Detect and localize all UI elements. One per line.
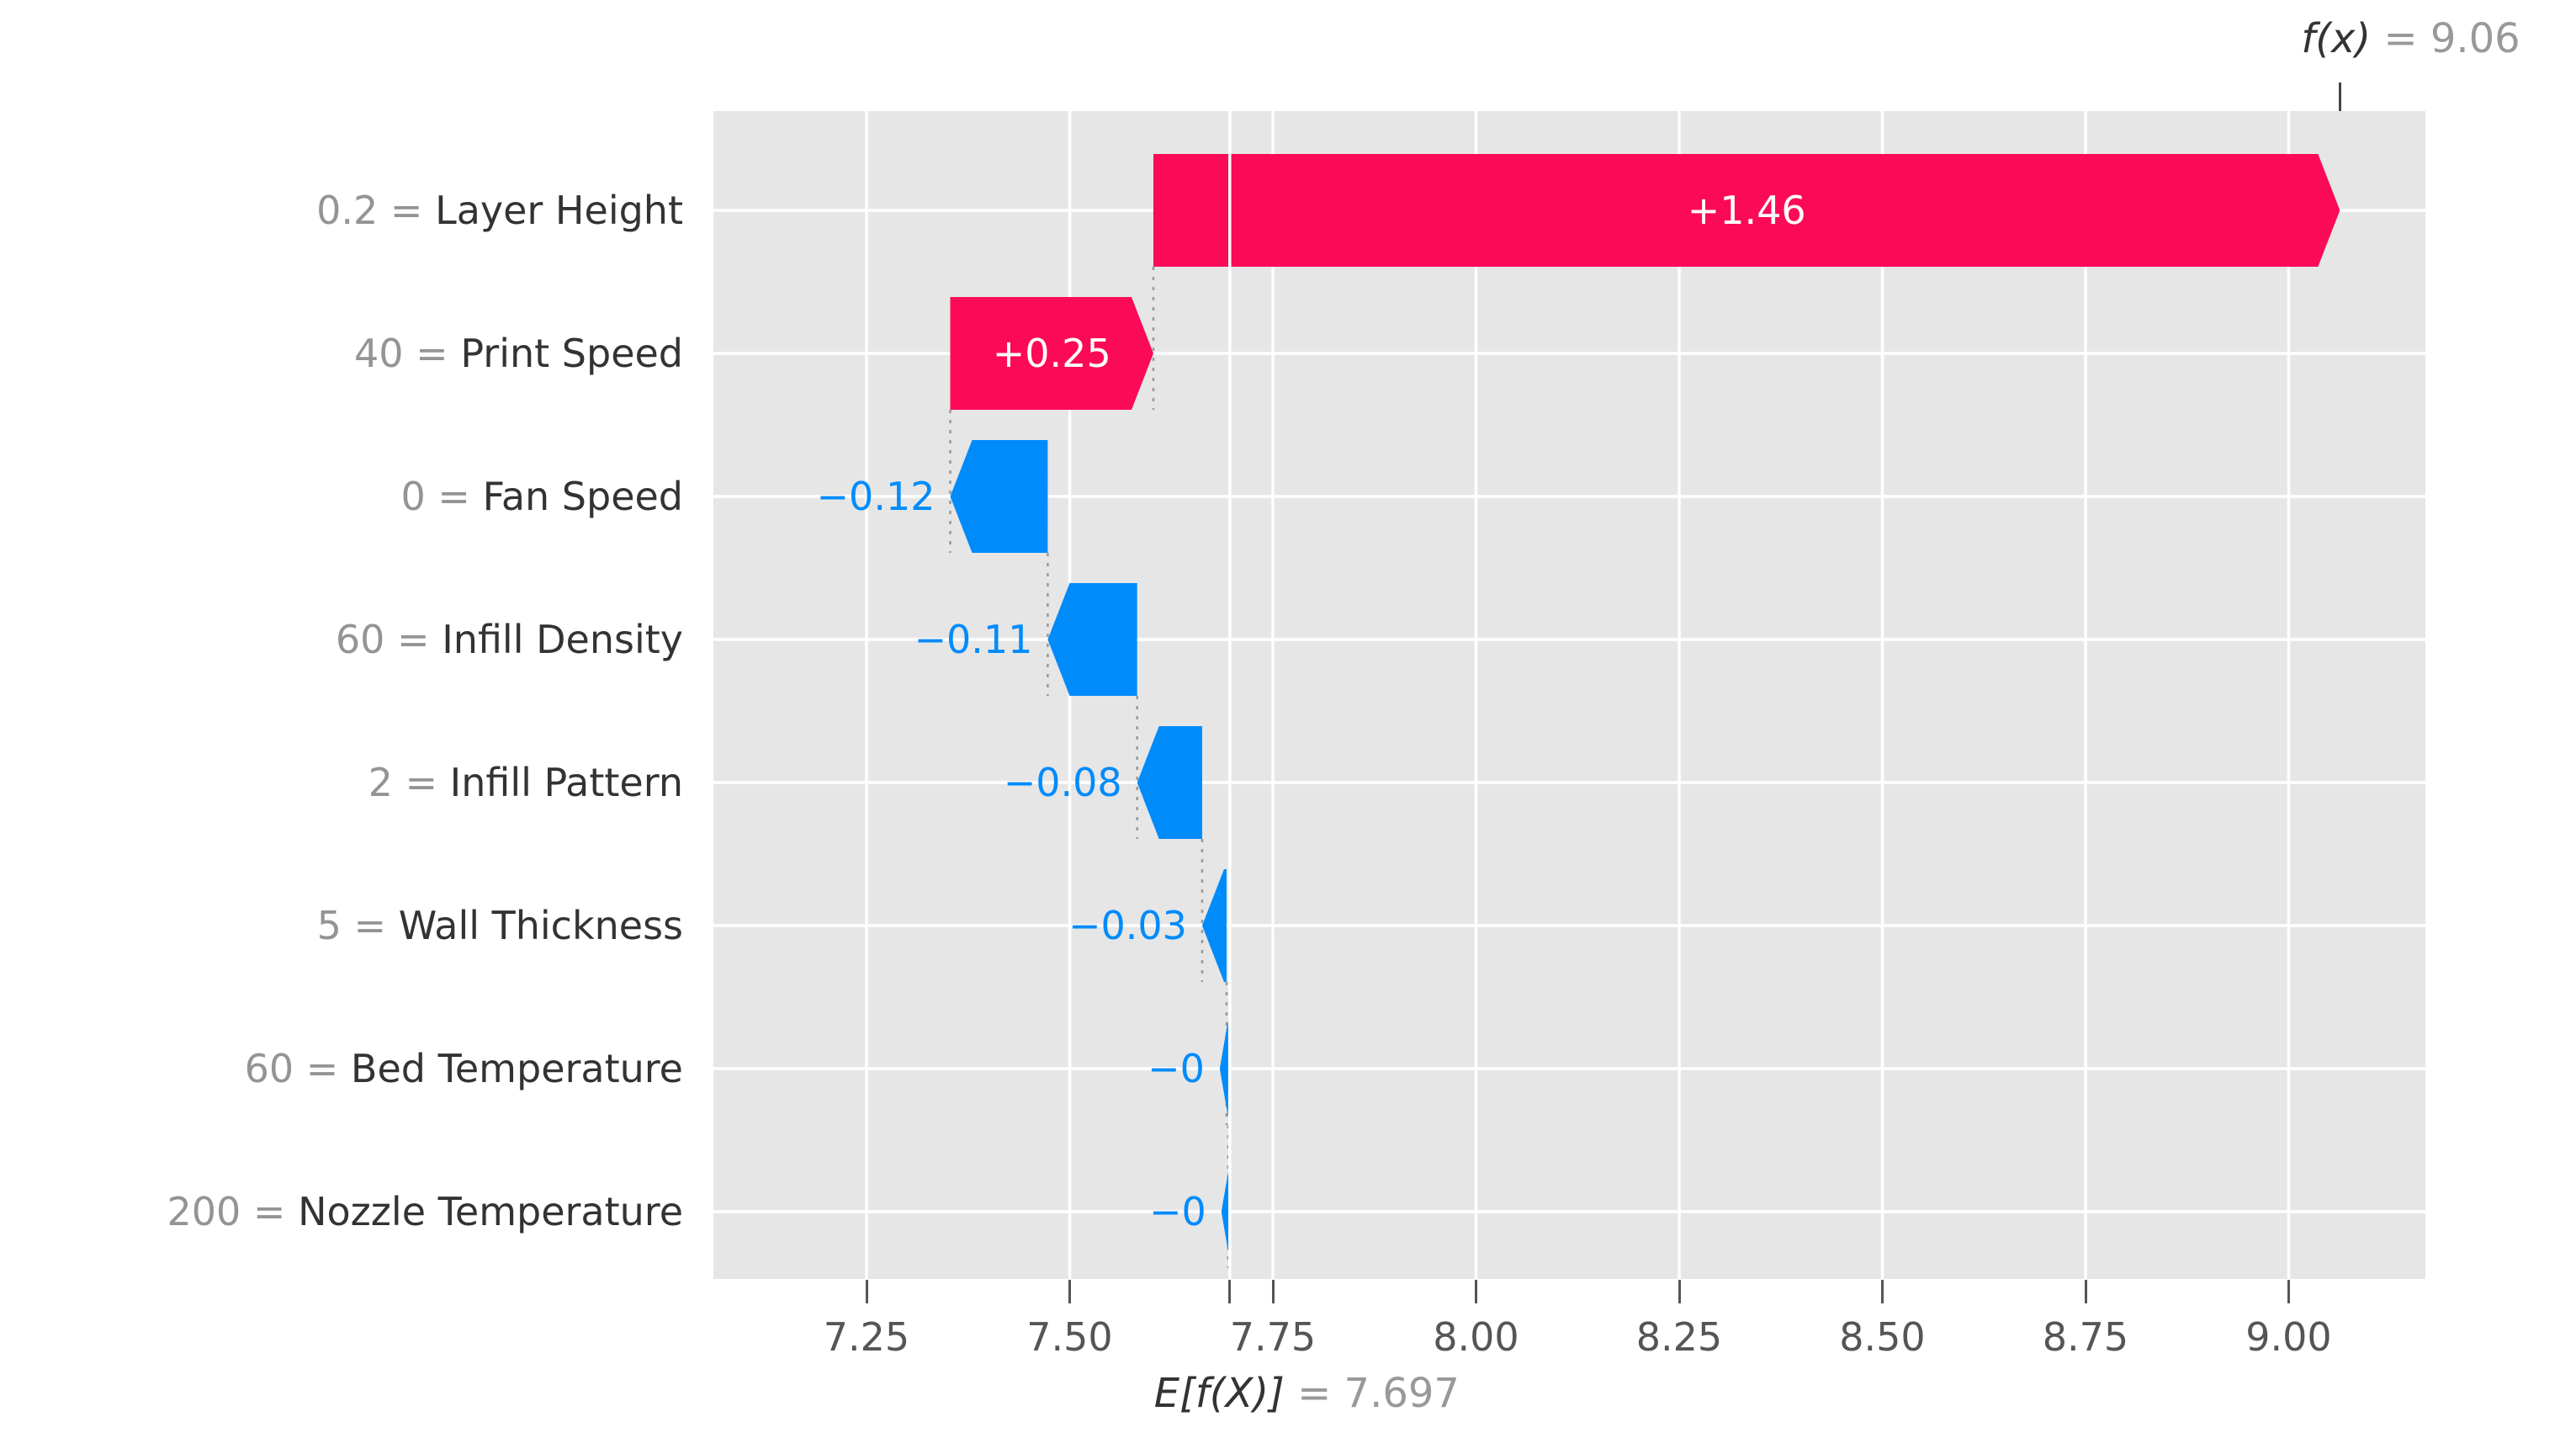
x-axis-tick-8.50 bbox=[1881, 1280, 1884, 1303]
x-axis-tick-label-8.50: 8.50 bbox=[1839, 1314, 1926, 1360]
feature-label-nozzle-temperature: 200 = Nozzle Temperature bbox=[0, 1182, 683, 1241]
feature-label-fan-speed: 0 = Fan Speed bbox=[0, 467, 683, 526]
feature-value: 60 = bbox=[244, 1046, 351, 1091]
feature-value: 60 = bbox=[335, 617, 443, 662]
feature-value: 200 = bbox=[167, 1189, 299, 1234]
feature-label-infill-density: 60 = Infill Density bbox=[0, 610, 683, 669]
feature-name: Infill Density bbox=[442, 617, 683, 662]
feature-value: 0.2 = bbox=[316, 188, 436, 233]
expected-value-symbol: E[f(X)] bbox=[1153, 1370, 1285, 1417]
bar-fan-speed bbox=[950, 440, 1048, 553]
x-axis-tick-7.75 bbox=[1271, 1280, 1275, 1303]
bar-print-speed bbox=[950, 297, 1153, 410]
waterfall-svg: +1.46 +0.25 −0.12 −0.11 −0.08 −0.03 −0 −0 bbox=[713, 111, 2425, 1279]
fx-annotation-symbol: f(x) bbox=[2301, 15, 2372, 62]
plot-area: +1.46 +0.25 −0.12 −0.11 −0.08 −0.03 −0 −0 bbox=[713, 111, 2425, 1279]
x-axis-tick-8.00 bbox=[1475, 1280, 1477, 1303]
feature-name: Layer Height bbox=[435, 188, 683, 233]
feature-label-wall-thickness: 5 = Wall Thickness bbox=[0, 896, 683, 955]
fx-tick bbox=[2338, 82, 2341, 111]
bar-bed-temperature bbox=[1219, 1020, 1228, 1117]
x-axis-tick-label-8.75: 8.75 bbox=[2042, 1314, 2129, 1360]
bar-nozzle-temperature bbox=[1221, 1163, 1230, 1260]
feature-name: Bed Temperature bbox=[350, 1046, 683, 1091]
feature-label-layer-height: 0.2 = Layer Height bbox=[0, 181, 683, 240]
feature-value: 2 = bbox=[368, 760, 450, 805]
bar-value-label-print-speed: +0.25 bbox=[993, 331, 1111, 376]
feature-name: Fan Speed bbox=[482, 474, 683, 519]
bar-value-label-wall-thickness: −0.03 bbox=[1068, 903, 1187, 948]
x-axis-tick-9.00 bbox=[2287, 1280, 2290, 1303]
feature-value: 40 = bbox=[354, 331, 461, 376]
expected-value-value: = 7.697 bbox=[1284, 1370, 1460, 1417]
x-axis-tick-8.25 bbox=[1678, 1280, 1681, 1303]
x-axis-tick-8.75 bbox=[2084, 1280, 2087, 1303]
bar-value-label-bed-temperature: −0 bbox=[1148, 1046, 1205, 1091]
x-axis-tick-label-7.75: 7.75 bbox=[1229, 1314, 1317, 1360]
x-axis-tick-7.25 bbox=[865, 1280, 868, 1303]
bar-value-label-layer-height: +1.46 bbox=[1688, 188, 1806, 233]
feature-name: Nozzle Temperature bbox=[298, 1189, 683, 1234]
bar-value-label-infill-density: −0.11 bbox=[914, 617, 1032, 662]
feature-name: Print Speed bbox=[460, 331, 683, 376]
feature-name: Wall Thickness bbox=[398, 903, 683, 948]
x-axis-tick-label-8.25: 8.25 bbox=[1635, 1314, 1723, 1360]
expected-value-tick bbox=[1228, 1280, 1232, 1303]
x-axis-tick-label-7.50: 7.50 bbox=[1026, 1314, 1113, 1360]
bar-layer-height bbox=[1153, 154, 2340, 267]
bar-infill-density bbox=[1047, 583, 1137, 696]
x-axis-tick-label-7.25: 7.25 bbox=[823, 1314, 910, 1360]
fx-annotation-value: = 9.06 bbox=[2371, 15, 2520, 62]
feature-label-bed-temperature: 60 = Bed Temperature bbox=[0, 1039, 683, 1098]
x-axis-tick-label-9.00: 9.00 bbox=[2245, 1314, 2332, 1360]
bar-infill-pattern bbox=[1137, 726, 1202, 839]
x-axis-tick-label-8.00: 8.00 bbox=[1433, 1314, 1519, 1360]
bar-wall-thickness bbox=[1201, 869, 1227, 982]
feature-value: 0 = bbox=[400, 474, 483, 519]
feature-name: Infill Pattern bbox=[449, 760, 683, 805]
bar-value-label-fan-speed: −0.12 bbox=[817, 474, 936, 519]
feature-label-infill-pattern: 2 = Infill Pattern bbox=[0, 753, 683, 812]
feature-label-print-speed: 40 = Print Speed bbox=[0, 324, 683, 383]
bar-value-label-infill-pattern: −0.08 bbox=[1004, 760, 1122, 805]
x-axis-tick-7.50 bbox=[1068, 1280, 1071, 1303]
feature-value: 5 = bbox=[316, 903, 399, 948]
bar-value-label-nozzle-temperature: −0 bbox=[1149, 1189, 1206, 1234]
expected-value-annotation: E[f(X)] = 7.697 bbox=[1154, 1370, 1460, 1417]
fx-annotation: f(x) = 9.06 bbox=[2301, 15, 2520, 62]
